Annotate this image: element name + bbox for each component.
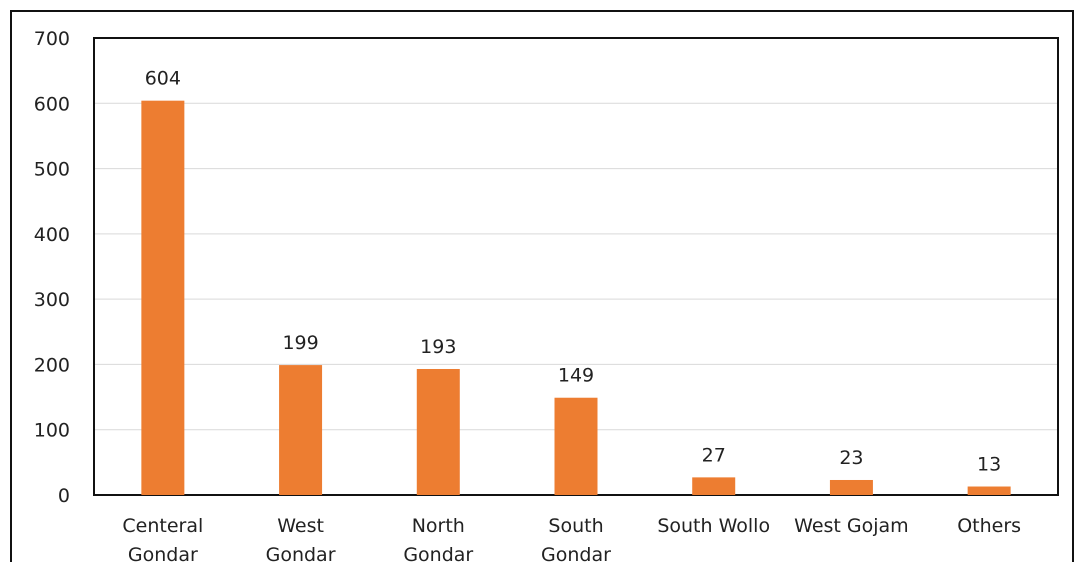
y-tick-label: 100 — [34, 420, 70, 442]
category-label: West Gondar — [266, 515, 336, 566]
category-label-line: Others — [957, 515, 1021, 537]
category-label-line: South — [548, 515, 603, 537]
y-tick-label: 200 — [34, 354, 70, 376]
data-label: 604 — [145, 68, 181, 90]
data-label: 149 — [558, 365, 594, 387]
data-label: 13 — [977, 454, 1001, 476]
bars — [141, 100, 1011, 495]
bar — [554, 397, 598, 495]
category-label-line: Gondar — [128, 544, 198, 566]
y-tick-label: 700 — [34, 28, 70, 50]
category-label-line: Centeral — [122, 515, 203, 537]
category-label: North Gondar — [403, 515, 473, 566]
data-label: 193 — [420, 336, 456, 358]
y-axis-ticks: 0 100 200 300 400 500 600 700 — [34, 28, 70, 507]
data-label: 199 — [282, 332, 318, 354]
chart-border — [10, 10, 1074, 562]
gridlines — [94, 102, 1058, 431]
category-label-line: West — [277, 515, 324, 537]
bar — [967, 486, 1011, 495]
y-tick-label: 300 — [34, 289, 70, 311]
data-labels: 604 199 193 149 27 23 13 — [145, 68, 1002, 476]
category-label-line: Gondar — [541, 544, 611, 566]
y-tick-label: 400 — [34, 224, 70, 246]
bar — [416, 368, 460, 495]
y-tick-label: 0 — [58, 485, 70, 507]
category-label: South Wollo — [657, 515, 770, 537]
bar — [141, 100, 185, 495]
category-label: Centeral Gondar — [122, 515, 203, 566]
y-tick-label: 600 — [34, 93, 70, 115]
category-label: Others — [957, 515, 1021, 537]
bar — [829, 479, 873, 495]
data-label: 23 — [839, 447, 863, 469]
category-label-line: South Wollo — [657, 515, 770, 537]
category-label-line: Gondar — [403, 544, 473, 566]
bar — [279, 365, 323, 495]
bar — [692, 477, 736, 495]
category-label-line: West Gojam — [794, 515, 909, 537]
category-label-line: Gondar — [266, 544, 336, 566]
y-tick-label: 500 — [34, 159, 70, 181]
data-label: 27 — [702, 444, 726, 466]
category-label-line: North — [412, 515, 465, 537]
category-label: South Gondar — [541, 515, 611, 566]
category-label: West Gojam — [794, 515, 909, 537]
